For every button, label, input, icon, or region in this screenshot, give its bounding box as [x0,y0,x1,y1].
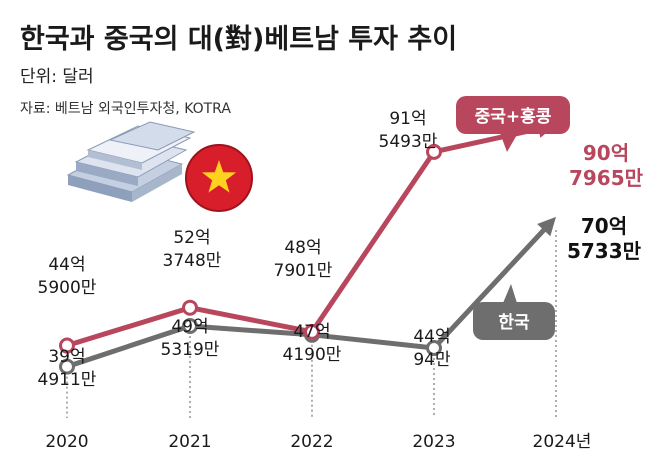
series-layer [59,120,556,375]
legend-badge-china: 중국+홍콩 [456,96,570,152]
series-point-1-0 [59,358,75,375]
value-label-1-3-0: 44억 [413,327,450,347]
value-label-1-1-1: 5319만 [161,340,220,360]
value-label-1-4-0: 70억 [581,214,627,238]
value-label-1-3-1: 94만 [413,350,451,370]
legend-badge-korea: 한국 [473,284,555,340]
value-label-1-2-1: 4190만 [283,345,342,365]
value-label-1-2-0: 47억 [293,322,330,342]
value-label-0-4-0: 90억 [583,141,629,165]
value-label-0-4-1: 7965만 [569,166,644,190]
x-tick-0: 2020 [45,432,88,452]
legend-label-china: 중국+홍콩 [475,106,552,127]
value-label-1-0-1: 4911만 [38,370,97,390]
series-point-0-0 [59,337,75,354]
value-label-1-0-0: 39억 [48,347,85,367]
money-stack-icon [66,121,196,202]
value-label-0-0-0: 44억 [48,255,85,275]
x-tick-4: 2024년 [533,432,592,452]
series-point-1-1 [182,318,198,335]
series-point-0-2 [304,323,320,340]
series-arrow-1 [537,216,556,237]
value-label-0-0-1: 5900만 [38,278,97,298]
source-label: 자료: 베트남 외국인투자청, KOTRA [20,101,231,117]
value-label-1-4-1: 5733만 [567,239,642,263]
value-label-0-2-1: 7901만 [274,261,333,281]
value-label-0-1-1: 3748만 [163,251,222,271]
year-guides [66,230,557,418]
value-label-0-3-0: 91억 [389,109,426,129]
series-point-0-3 [426,143,442,160]
vietnam-flag-icon [185,144,253,212]
unit-label: 단위: 달러 [20,67,94,87]
x-tick-3: 2023 [412,432,455,452]
x-tick-1: 2021 [168,432,211,452]
value-label-1-1-0: 49억 [171,317,208,337]
value-labels: 44억 5900만 52억 3748만 48억 7901만 91억 5493만 90억7965만… [38,109,644,390]
legend-label-korea: 한국 [498,313,530,333]
value-label-0-1-0: 52억 [173,228,210,248]
value-label-0-2-0: 48억 [284,238,321,258]
chart-title: 한국과 중국의 대(對)베트남 투자 추이 [20,24,457,55]
x-axis-ticks: 2020 2021 2022 2023 2024년 [45,432,591,452]
x-tick-2: 2022 [290,432,333,452]
series-point-1-3 [426,339,442,356]
series-point-0-1 [182,299,198,316]
value-label-0-3-1: 5493만 [379,132,438,152]
